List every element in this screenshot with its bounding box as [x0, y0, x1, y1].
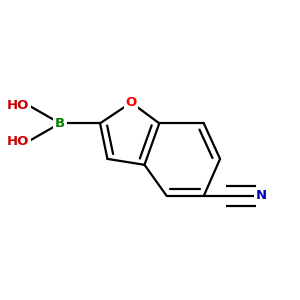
Text: O: O	[125, 96, 137, 109]
Text: B: B	[55, 117, 65, 130]
Text: HO: HO	[7, 99, 29, 112]
Text: N: N	[256, 189, 267, 203]
Text: HO: HO	[7, 135, 29, 148]
